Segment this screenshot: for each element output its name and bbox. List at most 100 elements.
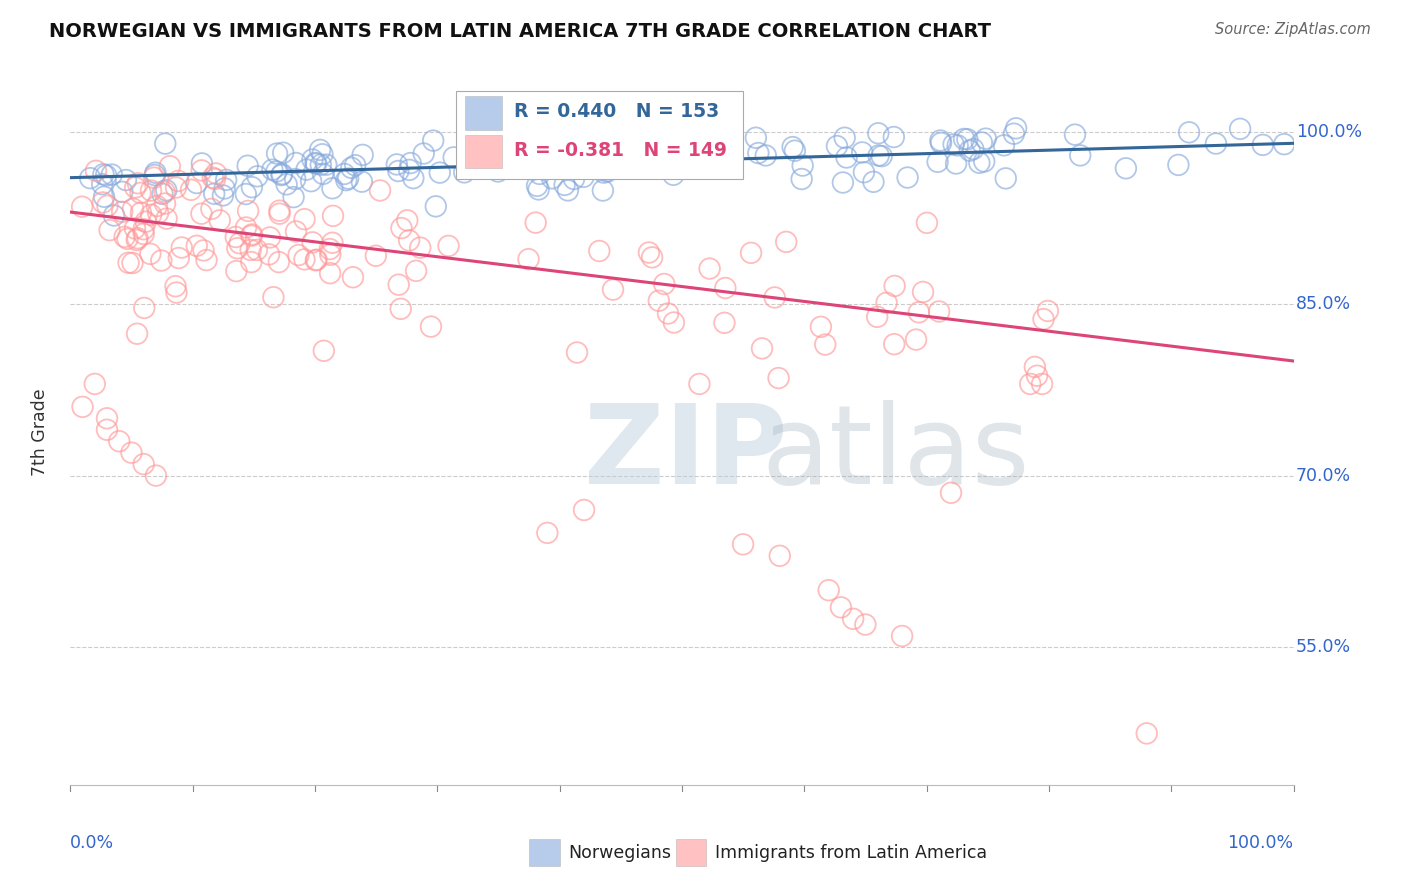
Point (1115, 161, 1137, 176)
Point (70, 200, 93, 214)
Point (201, 170, 224, 185)
Point (155, 211, 177, 226)
Point (321, 235, 343, 250)
Point (527, 182, 550, 196)
Point (333, 167, 356, 181)
Point (115, 173, 138, 187)
Point (125, 326, 148, 341)
Text: R = -0.381   N = 149: R = -0.381 N = 149 (515, 141, 727, 161)
Point (299, 174, 322, 188)
Point (1005, 121, 1028, 136)
Point (335, 173, 357, 187)
Point (657, 306, 679, 320)
Point (111, 185, 134, 199)
FancyBboxPatch shape (529, 839, 560, 866)
Point (1069, 148, 1091, 162)
Point (309, 143, 332, 157)
Point (132, 222, 155, 236)
Point (693, 144, 716, 158)
Point (652, 140, 675, 154)
Point (946, 138, 969, 153)
Point (740, 245, 762, 260)
Point (659, 146, 682, 161)
Point (312, 343, 335, 358)
Text: 7th Grade: 7th Grade (31, 389, 49, 476)
Text: Source: ZipAtlas.com: Source: ZipAtlas.com (1215, 22, 1371, 37)
Point (344, 158, 367, 172)
Point (301, 153, 323, 167)
Point (994, 171, 1017, 186)
Point (851, 145, 873, 160)
Point (215, 173, 238, 187)
Point (496, 155, 519, 169)
Point (505, 155, 527, 169)
Point (271, 145, 294, 160)
Point (783, 144, 806, 158)
Point (129, 206, 152, 220)
Point (103, 209, 125, 223)
Point (970, 136, 993, 150)
Point (195, 253, 218, 268)
Point (526, 178, 548, 193)
Point (139, 247, 162, 261)
FancyBboxPatch shape (676, 839, 706, 866)
Point (768, 371, 790, 385)
Point (842, 612, 865, 626)
Point (167, 251, 190, 265)
Point (596, 159, 619, 173)
Point (974, 131, 997, 145)
Point (437, 239, 460, 253)
Point (1031, 376, 1053, 391)
Point (114, 230, 136, 244)
Point (868, 148, 890, 162)
Point (911, 285, 934, 299)
Text: ZIP: ZIP (583, 401, 787, 508)
Point (315, 158, 337, 172)
Point (915, 216, 938, 230)
Point (84, 164, 107, 178)
Point (312, 167, 335, 181)
Text: 0.0%: 0.0% (70, 834, 114, 852)
Point (96, 411, 118, 425)
Point (321, 181, 343, 195)
Point (831, 176, 853, 190)
Point (517, 252, 540, 267)
Point (763, 290, 786, 304)
Point (319, 242, 342, 256)
Point (1272, 137, 1295, 152)
Point (866, 310, 889, 324)
Point (125, 233, 148, 247)
Point (567, 141, 589, 155)
Point (548, 157, 571, 171)
Point (962, 142, 984, 156)
Point (713, 316, 735, 330)
Point (200, 202, 222, 216)
Point (659, 147, 682, 161)
Point (262, 290, 284, 304)
Point (792, 159, 814, 173)
Point (350, 175, 373, 189)
Point (398, 162, 420, 177)
Point (562, 138, 585, 153)
Point (897, 170, 920, 185)
Point (387, 164, 409, 178)
Point (638, 158, 661, 172)
Point (602, 283, 624, 297)
Point (790, 172, 813, 186)
Point (619, 144, 641, 158)
Point (486, 164, 509, 178)
Point (145, 468, 167, 483)
Point (165, 279, 187, 293)
Point (186, 239, 208, 253)
Point (942, 137, 965, 152)
Point (236, 159, 259, 173)
Point (652, 136, 675, 150)
Point (876, 295, 898, 310)
Point (541, 171, 564, 186)
Point (239, 243, 262, 257)
Point (236, 203, 259, 218)
Point (412, 146, 434, 161)
Point (572, 169, 595, 184)
Point (285, 224, 308, 238)
Point (520, 143, 543, 157)
